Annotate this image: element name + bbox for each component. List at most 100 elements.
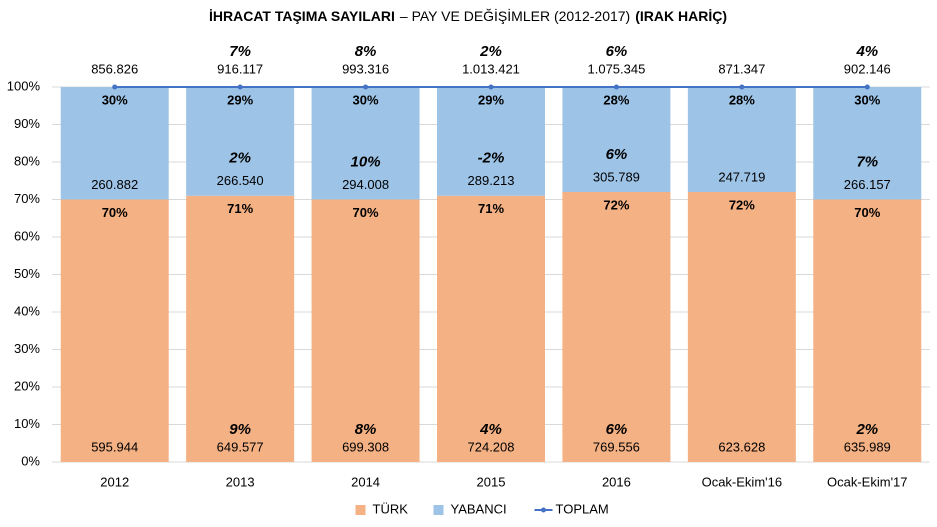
title-part: – PAY VE DEĞİŞİMLER (2012-2017) <box>400 7 630 24</box>
legend-label: TÜRK <box>373 501 409 516</box>
bar <box>186 87 295 196</box>
title-part: İHRACAT TAŞIMA SAYILARI <box>209 8 395 24</box>
change-label: 9% <box>229 421 251 438</box>
bar <box>437 87 545 196</box>
bar <box>311 87 420 200</box>
bar <box>687 192 796 462</box>
line-marker <box>488 84 494 90</box>
count-label: 724.208 <box>468 439 515 454</box>
total-label: 1.075.345 <box>588 61 646 76</box>
change-label: 8% <box>355 43 377 60</box>
y-tick-label: 80% <box>14 153 40 168</box>
value-label: 71% <box>227 201 253 216</box>
value-label: 72% <box>603 197 629 212</box>
value-label: 29% <box>478 92 504 107</box>
y-tick-label: 100% <box>7 78 41 93</box>
y-tick-label: 90% <box>14 116 40 131</box>
y-tick-label: 40% <box>14 303 40 318</box>
y-tick-label: 50% <box>14 266 40 281</box>
total-label: 1.013.421 <box>462 61 520 76</box>
total-label: 993.316 <box>342 61 389 76</box>
change-label: 4% <box>855 43 878 60</box>
bar <box>437 195 545 462</box>
count-label: 289.213 <box>468 173 515 188</box>
legend-swatch <box>541 507 546 513</box>
bar <box>813 199 922 462</box>
count-label: 623.628 <box>718 439 765 454</box>
y-tick-label: 60% <box>14 228 40 243</box>
change-label: 2% <box>479 43 502 60</box>
change-label: 6% <box>606 146 628 163</box>
line-marker <box>237 84 243 90</box>
count-label: 294.008 <box>342 177 389 192</box>
title-part: (IRAK HARİÇ) <box>635 8 727 24</box>
change-label: 10% <box>351 153 381 170</box>
count-label: 266.540 <box>217 173 264 188</box>
change-label: 2% <box>228 150 251 167</box>
line-marker <box>864 84 870 90</box>
value-label: 30% <box>353 92 379 107</box>
y-tick-label: 10% <box>14 416 40 431</box>
count-label: 769.556 <box>593 439 640 454</box>
line-marker <box>613 84 619 90</box>
bar <box>813 87 922 200</box>
y-tick-label: 30% <box>14 341 40 356</box>
change-label: 6% <box>606 421 628 438</box>
bar <box>186 195 295 462</box>
x-tick-label: 2015 <box>477 474 506 489</box>
count-label: 595.944 <box>91 439 138 454</box>
change-label: 2% <box>855 421 878 438</box>
y-tick-label: 0% <box>21 453 40 468</box>
count-label: 266.157 <box>844 177 891 192</box>
value-label: 70% <box>854 205 880 220</box>
line-marker <box>363 84 369 90</box>
chart-title: İHRACAT TAŞIMA SAYILARI – PAY VE DEĞİŞİML… <box>209 7 727 24</box>
legend-swatch <box>355 505 366 515</box>
value-label: 72% <box>729 197 755 212</box>
value-label: 28% <box>729 92 755 107</box>
count-label: 699.308 <box>342 439 389 454</box>
change-label: -2% <box>478 150 505 167</box>
count-label: 247.719 <box>718 169 765 184</box>
total-label: 916.117 <box>217 61 263 76</box>
x-tick-label: Ocak-Ekim'16 <box>702 474 783 489</box>
bar <box>562 87 671 192</box>
value-label: 29% <box>227 92 253 107</box>
total-label: 871.347 <box>718 61 765 76</box>
count-label: 260.882 <box>91 177 138 192</box>
y-tick-label: 70% <box>14 191 40 206</box>
x-tick-label: 2014 <box>351 474 380 489</box>
x-tick-label: Ocak-Ekim'17 <box>827 474 908 489</box>
y-tick-label: 20% <box>14 378 40 393</box>
value-label: 30% <box>102 92 128 107</box>
value-label: 30% <box>854 92 880 107</box>
count-label: 635.989 <box>844 439 891 454</box>
change-label: 4% <box>479 421 502 438</box>
total-label: 902.146 <box>844 61 891 76</box>
change-label: 7% <box>229 43 251 60</box>
bar <box>311 199 420 462</box>
count-label: 649.577 <box>217 439 264 454</box>
legend-label: YABANCI <box>451 501 507 516</box>
legend-label: TOPLAM <box>556 501 609 516</box>
x-tick-label: 2016 <box>602 474 631 489</box>
legend-swatch <box>433 505 444 515</box>
value-label: 70% <box>102 205 128 220</box>
count-label: 305.789 <box>593 169 640 184</box>
value-label: 71% <box>478 201 504 216</box>
x-tick-label: 2013 <box>226 474 255 489</box>
bar <box>562 192 671 462</box>
line-marker <box>739 84 745 90</box>
value-label: 70% <box>353 205 379 220</box>
change-label: 6% <box>606 43 628 60</box>
bar <box>60 199 169 462</box>
change-label: 8% <box>355 421 377 438</box>
x-tick-label: 2012 <box>100 474 129 489</box>
line-marker <box>112 84 118 90</box>
change-label: 7% <box>856 153 878 170</box>
total-label: 856.826 <box>91 61 138 76</box>
bar <box>687 87 796 192</box>
bar <box>60 87 169 200</box>
value-label: 28% <box>603 92 629 107</box>
